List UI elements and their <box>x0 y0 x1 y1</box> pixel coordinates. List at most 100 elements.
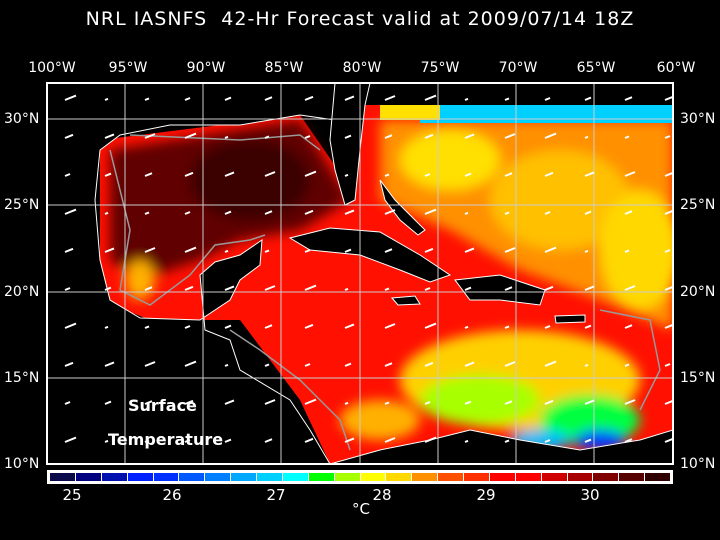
lat-label: 15°N <box>680 370 716 386</box>
wind-arrow <box>224 285 235 291</box>
colorbar-swatch <box>464 473 489 481</box>
wind-arrow <box>424 247 434 253</box>
wind-arrow <box>504 133 516 139</box>
wind-arrow <box>624 96 633 101</box>
lat-label: 25°N <box>680 197 716 213</box>
colorbar-tick: 25 <box>62 486 82 504</box>
wind-arrow <box>104 211 109 215</box>
wind-arrow <box>624 249 630 253</box>
wind-arrow <box>184 132 197 139</box>
wind-arrow <box>504 400 513 405</box>
wind-arrow <box>664 363 671 367</box>
wind-arrow <box>464 361 475 367</box>
wind-arrow <box>384 362 393 367</box>
colorbar-swatch <box>438 473 463 481</box>
wind-arrow <box>584 285 595 291</box>
wind-arrow <box>544 399 554 405</box>
wind-arrow <box>144 133 156 139</box>
wind-arrow <box>264 249 270 253</box>
lon-label: 100°W <box>28 60 76 76</box>
wind-arrow <box>424 401 431 405</box>
wind-arrow <box>464 400 472 405</box>
wind-arrow <box>224 324 232 329</box>
wind-arrow <box>664 135 671 139</box>
wind-arrow <box>624 438 633 443</box>
lat-label: 20°N <box>4 284 40 300</box>
lat-label: 10°N <box>680 456 716 472</box>
wind-arrow <box>304 398 317 405</box>
wind-arrow <box>584 135 589 139</box>
colorbar-swatch <box>308 473 334 481</box>
wind-arrow <box>544 171 554 177</box>
wind-arrow <box>264 324 273 329</box>
colorbar-swatch <box>153 473 179 481</box>
wind-arrow <box>384 209 396 215</box>
wind-arrow <box>344 362 352 367</box>
wind-arrow <box>144 172 153 177</box>
colorbar-swatch <box>489 473 515 481</box>
colorbar-swatch <box>205 473 231 481</box>
wind-arrow <box>304 323 314 329</box>
wind-arrow <box>344 437 355 443</box>
colorbar-tick: 28 <box>372 486 392 504</box>
wind-arrow <box>544 325 551 329</box>
wind-arrow <box>344 209 355 215</box>
cuba <box>288 227 452 283</box>
wind-arrow <box>304 95 314 101</box>
wind-arrow <box>504 439 510 443</box>
wind-arrow <box>424 287 431 291</box>
wind-arrow <box>424 436 437 443</box>
colorbar-tick: 26 <box>162 486 182 504</box>
wind-arrow <box>304 284 317 291</box>
wind-arrow <box>304 437 314 443</box>
wind-arrow <box>344 248 352 253</box>
wind-arrow <box>504 286 513 291</box>
wind-arrow <box>304 209 314 215</box>
wind-arrow <box>184 97 191 101</box>
lon-label: 85°W <box>264 60 304 76</box>
wind-arrow <box>264 285 276 291</box>
wind-arrow <box>504 172 513 177</box>
wind-arrow <box>504 97 510 101</box>
wind-arrow <box>544 360 557 367</box>
wind-arrow <box>104 439 109 443</box>
wind-arrow <box>464 97 469 101</box>
wind-arrow <box>224 363 229 367</box>
wind-arrow <box>264 135 270 139</box>
wind-arrow <box>544 285 554 291</box>
wind-arrow <box>344 323 355 329</box>
wind-arrow <box>344 401 349 405</box>
wind-arrow <box>224 438 232 443</box>
wind-arrow <box>104 172 112 177</box>
wind-arrow <box>104 97 109 101</box>
colorbar-swatch <box>127 473 153 481</box>
wind-arrow <box>584 171 595 177</box>
wind-arrow <box>344 173 349 177</box>
colorbar-swatch <box>645 473 670 481</box>
wind-arrow <box>104 361 115 367</box>
colorbar-swatch <box>360 473 386 481</box>
wind-arrow <box>304 135 311 139</box>
wind-arrow <box>464 211 469 215</box>
lon-label: 95°W <box>108 60 148 76</box>
wind-arrow <box>184 171 194 177</box>
wind-arrow <box>304 363 311 367</box>
wind-arrow <box>584 324 592 329</box>
south-america <box>329 429 673 464</box>
wind-arrow <box>544 97 551 101</box>
wind-arrow <box>264 171 276 177</box>
colorbar-swatch <box>334 473 360 481</box>
lat-label: 25°N <box>4 197 40 213</box>
wind-arrow <box>424 322 437 329</box>
colorbar-swatch <box>541 473 567 481</box>
colorbar-swatch <box>75 473 101 481</box>
lat-label: 30°N <box>4 111 40 127</box>
wind-arrow <box>664 285 673 291</box>
wind-arrow <box>224 171 235 177</box>
lat-label: 10°N <box>4 456 40 472</box>
colorbar-swatch <box>179 473 205 481</box>
wind-arrow <box>584 96 592 101</box>
map-frame <box>46 82 674 465</box>
wind-arrow <box>624 363 630 367</box>
wind-vectors <box>64 94 673 443</box>
